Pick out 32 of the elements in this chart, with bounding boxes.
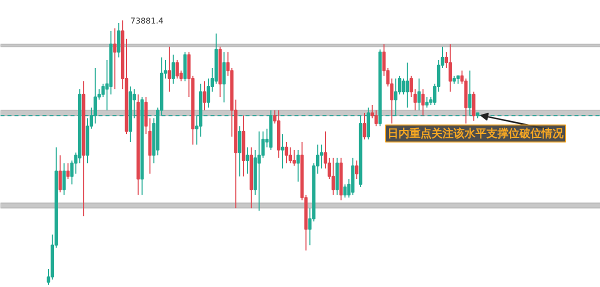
candlestick (472, 91, 476, 122)
candlestick (362, 112, 366, 140)
candlestick (168, 46, 172, 92)
candlestick (280, 134, 284, 169)
candlestick (257, 130, 261, 212)
candlestick (296, 149, 300, 182)
candlestick (176, 60, 179, 80)
candlestick (222, 52, 226, 103)
candlestick (172, 54, 175, 84)
annotation: 73881.4 (130, 16, 164, 26)
candlestick (332, 157, 335, 196)
candlestick (425, 96, 429, 108)
candlestick (206, 78, 210, 108)
candlestick (343, 184, 347, 198)
candlestick (417, 78, 421, 111)
candlestick (355, 160, 358, 180)
candlestick (62, 162, 66, 196)
candlestick (238, 126, 242, 177)
candlestick (117, 22, 120, 58)
candlestick (406, 62, 410, 108)
candlestick (292, 149, 296, 166)
candlestick (66, 162, 70, 180)
candlestick (320, 144, 324, 169)
candlestick (202, 80, 206, 111)
annotation: 日内重点关注该水平支撑位破位情况 (388, 127, 565, 140)
candlestick (58, 154, 62, 193)
candlestick (183, 52, 187, 82)
candlestick (448, 44, 452, 92)
candlestick (246, 146, 250, 174)
candlestick (402, 78, 406, 95)
candlestick (421, 88, 425, 116)
candlestick (113, 28, 116, 90)
